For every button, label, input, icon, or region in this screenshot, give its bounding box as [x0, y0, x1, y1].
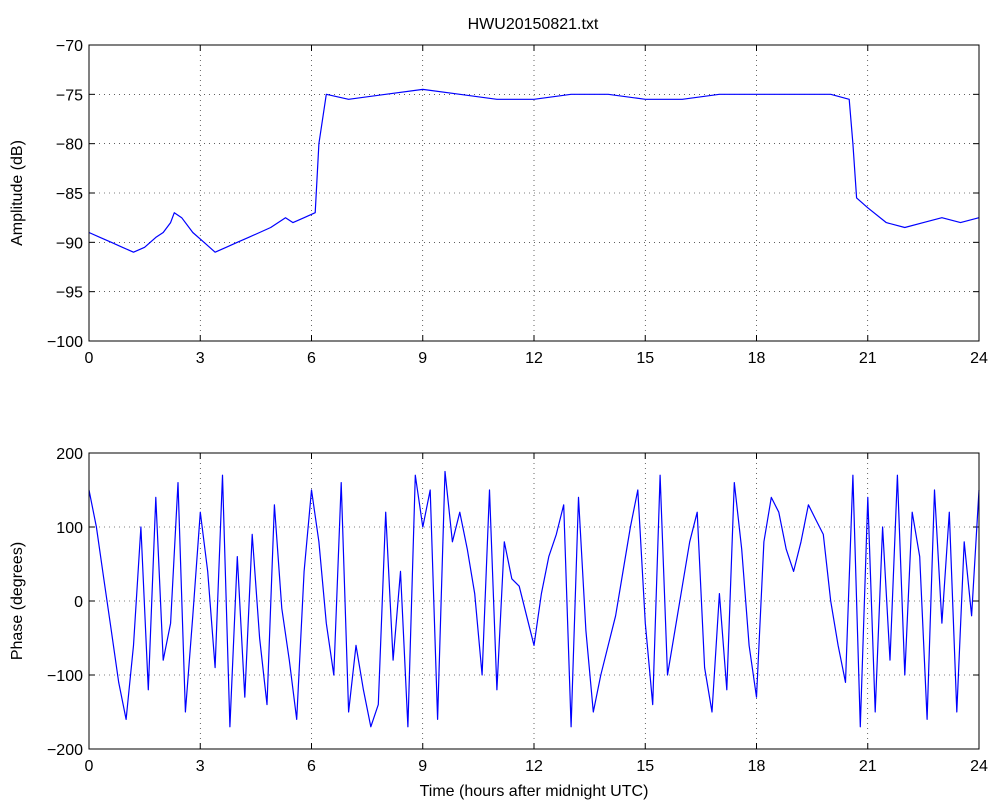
phase-x-tick-label: 3: [196, 758, 205, 775]
amplitude-y-tick-label: −75: [56, 87, 83, 104]
amplitude-x-tick-label: 9: [418, 350, 427, 367]
chart-title: HWU20150821.txt: [468, 16, 599, 33]
phase-x-tick-label: 12: [525, 758, 543, 775]
amplitude-y-tick-label: −70: [56, 38, 83, 55]
phase-x-tick-label: 15: [636, 758, 654, 775]
phase-y-tick-label: −100: [47, 668, 83, 685]
amplitude-x-tick-label: 0: [85, 350, 94, 367]
phase-x-tick-label: 24: [970, 758, 988, 775]
amplitude-x-tick-label: 24: [970, 350, 988, 367]
phase-series-line: [88, 470, 980, 728]
phase-y-tick-label: 100: [56, 520, 83, 537]
phase-y-tick-label: 200: [56, 446, 83, 463]
phase-y-tick-labels: −200 −100 0 100 200: [47, 446, 83, 759]
phase-x-tick-label: 6: [307, 758, 316, 775]
phase-y-tick-label: 0: [74, 594, 83, 611]
amplitude-y-tick-label: −100: [47, 334, 83, 351]
amplitude-y-tick-label: −95: [56, 285, 83, 302]
phase-y-tick-label: −200: [47, 742, 83, 759]
amplitude-chart: 0 3 6 9 12 15 18 21 24 −100 −95 −90 −85 −80 −75 −70 Am…: [9, 38, 988, 367]
phase-x-tick-label: 9: [418, 758, 427, 775]
phase-x-tick-labels: 0 3 6 9 12 15 18 21 24: [85, 758, 988, 775]
amplitude-y-axis-label: Amplitude (dB): [9, 140, 26, 246]
phase-chart: 0 3 6 9 12 15 18 21 24 −200 −100 0 100 200 Phase (de…: [9, 446, 988, 800]
amplitude-x-tick-label: 21: [859, 350, 877, 367]
amplitude-axes-box: [88, 44, 980, 342]
amplitude-x-tick-label: 12: [525, 350, 543, 367]
phase-plot-area: [88, 470, 980, 728]
amplitude-x-tick-label: 15: [636, 350, 654, 367]
phase-y-axis-label: Phase (degrees): [9, 542, 26, 660]
amplitude-plot-area: [88, 88, 980, 253]
amplitude-y-tick-label: −90: [56, 235, 83, 252]
amplitude-x-tick-labels: 0 3 6 9 12 15 18 21 24: [85, 350, 988, 367]
amplitude-x-tick-label: 18: [748, 350, 766, 367]
amplitude-x-tick-label: 6: [307, 350, 316, 367]
amplitude-y-tick-label: −85: [56, 186, 83, 203]
amplitude-y-tick-labels: −100 −95 −90 −85 −80 −75 −70: [47, 38, 83, 351]
phase-x-tick-label: 21: [859, 758, 877, 775]
phase-x-tick-label: 0: [85, 758, 94, 775]
amplitude-x-tick-label: 3: [196, 350, 205, 367]
phase-axes-box: [88, 452, 980, 750]
phase-x-tick-label: 18: [748, 758, 766, 775]
phase-grid: [88, 452, 980, 750]
phase-x-axis-label: Time (hours after midnight UTC): [420, 783, 649, 800]
amplitude-series-line: [88, 88, 980, 253]
amplitude-grid: [88, 44, 980, 342]
amplitude-y-tick-label: −80: [56, 137, 83, 154]
